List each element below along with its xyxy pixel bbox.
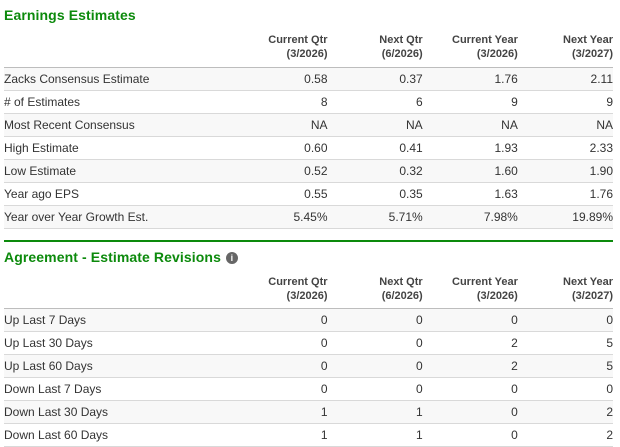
table-row: Low Estimate 0.52 0.32 1.60 1.90 — [4, 159, 613, 183]
cell-value: 2 — [511, 359, 518, 374]
cell-value: 2.11 — [590, 71, 613, 86]
cell-value: 2.33 — [589, 140, 613, 155]
row-label: Year ago EPS — [4, 186, 79, 201]
cell-value: 8 — [320, 94, 328, 109]
cell-value: 1.63 — [494, 186, 518, 201]
cell-value: 0 — [511, 428, 518, 443]
row-label: Year over Year Growth Est. — [4, 209, 149, 224]
cell-value: 0.52 — [304, 163, 328, 178]
table-row: Up Last 7 Days 0 0 0 0 — [4, 308, 613, 332]
cell-value: 0.58 — [304, 71, 328, 86]
cell-value: 0.37 — [399, 71, 423, 86]
cell-value: 5.71% — [388, 209, 423, 224]
cell-value: 2 — [511, 336, 518, 351]
info-icon[interactable]: i — [225, 251, 238, 264]
cell-value: 1.60 — [494, 163, 518, 178]
row-label: High Estimate — [4, 140, 79, 155]
cell-value: 0 — [606, 313, 613, 328]
row-label: Up Last 7 Days — [4, 313, 87, 328]
agreement-estimate-revisions-title: Agreement - Estimate Revisions i — [4, 244, 613, 271]
section-divider — [4, 239, 613, 242]
cell-value: 1 — [320, 405, 328, 420]
table-row: Most Recent Consensus NA NA NA NA — [4, 113, 613, 137]
row-label: Down Last 7 Days — [4, 382, 102, 397]
row-label: Up Last 60 Days — [4, 359, 93, 374]
cell-value: NA — [501, 117, 518, 132]
table-row: Zacks Consensus Estimate 0.58 0.37 1.76 … — [4, 67, 613, 91]
cell-value: 9 — [606, 94, 613, 109]
table-row: Year ago EPS 0.55 0.35 1.63 1.76 — [4, 182, 613, 206]
earnings-estimates-table: Current Qtr (3/2026) Next Qtr (6/2026) Cur… — [4, 29, 613, 229]
row-label: Zacks Consensus Estimate — [4, 71, 150, 86]
cell-value: 0.55 — [304, 186, 328, 201]
cell-value: 5 — [606, 336, 613, 351]
cell-value: 0 — [511, 382, 518, 397]
cell-value: 0 — [320, 336, 328, 351]
cell-value: NA — [406, 117, 423, 132]
header-current-qtr: Current Qtr (3/2026) — [268, 275, 328, 302]
cell-value: NA — [310, 117, 328, 132]
cell-value: 0.35 — [399, 186, 423, 201]
table-row: # of Estimates 8 6 9 9 — [4, 90, 613, 114]
cell-value: 1 — [416, 405, 423, 420]
header-spacer — [4, 29, 232, 67]
cell-value: 0.41 — [399, 140, 423, 155]
header-spacer — [4, 271, 232, 309]
cell-value: 2 — [606, 428, 613, 443]
cell-value: 1 — [416, 428, 423, 443]
header-current-year: Current Year (3/2026) — [452, 275, 518, 302]
cell-value: 0.60 — [304, 140, 328, 155]
cell-value: 0 — [320, 313, 328, 328]
table-row: Up Last 60 Days 0 0 2 5 — [4, 354, 613, 378]
cell-value: 0 — [416, 336, 423, 351]
cell-value: 2 — [606, 405, 613, 420]
header-next-year: Next Year (3/2027) — [563, 34, 613, 61]
header-next-qtr: Next Qtr (6/2026) — [379, 34, 423, 61]
table-row: Down Last 30 Days 1 1 0 2 — [4, 400, 613, 424]
table-row: High Estimate 0.60 0.41 1.93 2.33 — [4, 136, 613, 160]
cell-value: 1.76 — [494, 71, 518, 86]
header-next-qtr: Next Qtr (6/2026) — [379, 275, 423, 302]
cell-value: 7.98% — [483, 209, 518, 224]
header-current-qtr: Current Qtr (3/2026) — [268, 34, 328, 61]
cell-value: 0 — [511, 313, 518, 328]
cell-value: 6 — [416, 94, 423, 109]
cell-value: NA — [596, 117, 613, 132]
row-label: Up Last 30 Days — [4, 336, 93, 351]
cell-value: 0 — [320, 359, 328, 374]
cell-value: 0 — [416, 382, 423, 397]
cell-value: 0 — [606, 382, 613, 397]
table-row: Up Last 30 Days 0 0 2 5 — [4, 332, 613, 355]
cell-value: 0 — [320, 382, 328, 397]
earnings-estimates-title: Earnings Estimates — [4, 7, 136, 23]
row-label: Most Recent Consensus — [4, 117, 135, 132]
table-row: Year over Year Growth Est. 5.45% 5.71% 7… — [4, 205, 613, 229]
row-label: # of Estimates — [4, 94, 81, 109]
cell-value: 1.90 — [589, 163, 613, 178]
cell-value: 19.89% — [572, 209, 613, 224]
cell-value: 0 — [416, 313, 423, 328]
cell-value: 1 — [320, 428, 328, 443]
row-label: Down Last 30 Days — [4, 405, 109, 420]
header-next-year: Next Year (3/2027) — [563, 275, 613, 302]
cell-value: 1.76 — [589, 186, 613, 201]
cell-value: 0 — [511, 405, 518, 420]
earnings-header-row: Current Qtr (3/2026) Next Qtr (6/2026) Cur… — [4, 29, 613, 68]
cell-value: 0.32 — [399, 163, 423, 178]
table-row: Down Last 7 Days 0 0 0 0 — [4, 378, 613, 401]
cell-value: 9 — [511, 94, 518, 109]
table-row: Down Last 60 Days 1 1 0 2 — [4, 424, 613, 447]
header-current-year: Current Year (3/2026) — [452, 34, 518, 61]
row-label: Down Last 60 Days — [4, 428, 109, 443]
agreement-estimate-revisions-table: Current Qtr (3/2026) Next Qtr (6/2026) Cur… — [4, 271, 613, 447]
cell-value: 5.45% — [293, 209, 328, 224]
revisions-header-row: Current Qtr (3/2026) Next Qtr (6/2026) Cur… — [4, 271, 613, 309]
cell-value: 0 — [416, 359, 423, 374]
cell-value: 1.93 — [494, 140, 518, 155]
cell-value: 5 — [606, 359, 613, 374]
row-label: Low Estimate — [4, 163, 77, 178]
